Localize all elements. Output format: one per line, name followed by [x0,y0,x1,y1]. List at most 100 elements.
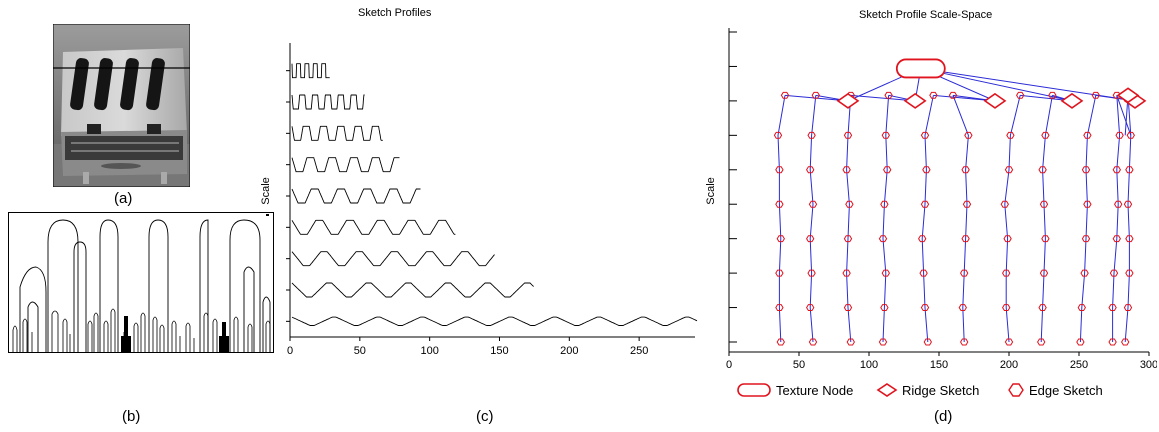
edge-sketch-marker [1039,269,1049,277]
edge-sketch-marker [1016,91,1025,99]
edge-sketch-marker [1080,269,1089,277]
chart-c-profile-4 [291,157,400,173]
chart-d-x-tick-label: 300 [1140,359,1157,371]
edge-sketch-marker [776,338,785,346]
legend-edge-sketch: Edge Sketch [1007,382,1103,398]
chart-c-profile-8 [291,282,534,298]
chart-d-x-tick-label: 0 [726,359,732,371]
edge-sketch-marker [1077,304,1086,311]
edge-sketch-marker [1081,166,1091,174]
chart-d-edge-track [777,95,786,343]
edge-sketch-marker [948,91,958,99]
edge-sketch-marker [1125,269,1134,277]
edge-sketch-marker [775,304,784,311]
chart-d-edge-track [952,95,969,343]
edge-sketch-marker [842,269,851,277]
edge-sketch-marker [775,166,784,174]
edge-sketch-marker [808,338,818,346]
ridge-sketch-marker [1116,87,1140,104]
edge-sketch-marker [1048,91,1057,99]
legend-texture-label: Texture Node [776,382,854,398]
chart-d-x-tick-label: 150 [930,359,948,371]
edge-sketch-marker [1108,304,1117,311]
edge-sketch-marker [961,235,970,243]
edge-sketch-marker [843,131,853,139]
edge-sketch-marker [960,269,969,277]
edge-sketch-marker [806,304,815,311]
edge-sketch-marker [1114,200,1123,208]
edge-sketch-marker [1123,304,1133,311]
edge-sketch-marker [1112,235,1121,243]
edge-sketch-marker [1081,235,1091,243]
chart-c-x-tick-label: 100 [420,345,438,357]
chart-c-x-tick-label: 200 [560,345,578,357]
edge-sketch-marker [1108,338,1117,346]
chart-c-title: Sketch Profiles [358,7,432,19]
edge-sketch-marker [1109,269,1119,277]
chart-d-title: Sketch Profile Scale-Space [859,9,993,21]
legend-texture-node: Texture Node [736,382,853,398]
edge-sketch-marker [811,91,820,99]
chart-d-edge-track [846,95,852,343]
edge-sketch-marker [1123,200,1133,208]
sketch-profiles-chart: 0 50 100 150 200 250 [286,43,698,357]
edge-sketch-marker [1004,338,1014,346]
edge-sketch-marker [958,304,967,311]
chart-c-x-tick-label: 50 [354,345,366,357]
chart-d-edge-track [1004,95,1021,343]
edge-sketch-marker [807,269,816,277]
edge-sketch-marker [880,304,889,311]
edge-sketch-marker [1112,91,1121,99]
edge-sketch-marker [1003,235,1012,243]
legend-ridge-label: Ridge Sketch [902,382,980,398]
edge-sketch-marker [808,200,818,208]
edge-sketch-marker [1112,166,1121,174]
edge-sketch-marker [919,269,928,277]
edge-sketch-marker [1037,338,1046,346]
chart-c-profile-5 [291,188,421,204]
toaster-image-svg [52,23,191,188]
chart-c-profile-2 [291,94,365,110]
chart-d-edge-track [1040,95,1053,343]
chart-c-profile-7 [291,251,495,267]
edge-sketch-marker [1125,166,1134,174]
edge-sketch-marker [776,235,785,243]
edge-sketch-marker [780,91,790,99]
edge-sketch-marker [1083,131,1092,139]
legend-ridge-sketch: Ridge Sketch [876,382,979,398]
edge-sketch-marker [775,200,784,208]
chart-d-edge-track [921,95,934,343]
scale-space-image [8,212,274,353]
edge-sketch-marker [878,235,888,243]
edge-sketch-marker [1125,235,1134,243]
edge-sketch-marker [807,131,816,139]
edge-sketch-marker [923,338,932,346]
chart-c-profile-1 [291,63,330,79]
edge-sketch-marker [806,235,815,243]
edge-sketch-marker [775,269,784,277]
edge-sketch-marker [1038,304,1047,311]
chart-d-x-tick-label: 50 [793,359,805,371]
edge-sketch-marker [1006,131,1015,139]
chart-c-profile-6 [291,219,456,235]
chart-d-edge-track [809,95,817,343]
chart-d-tree-link [920,67,1073,102]
caption-a: (a) [114,190,133,207]
legend-edge-label: Edge Sketch [1029,382,1103,398]
edge-sketch-marker [880,200,889,208]
edge-sketch-marker [1076,338,1085,346]
edge-sketch-marker [884,91,893,99]
scale-space-tree-chart: 0 50 100 150 200 250 300 [726,28,1157,371]
edge-sketch-marker [806,166,815,174]
texture-node-marker [895,58,946,79]
edge-sketch-marker [961,166,970,174]
edge-sketch-marker [1002,304,1011,311]
ridge-sketch-marker [1060,92,1084,109]
chart-c-x-tick-label: 250 [630,345,648,357]
edge-sketch-marker [1115,131,1124,139]
scale-space-svg [8,212,274,353]
chart-c-x-tick-label: 150 [490,345,508,357]
edge-sketch-marker [883,166,892,174]
edge-sketch-icon [1008,383,1024,397]
edge-sketch-marker [920,131,930,139]
